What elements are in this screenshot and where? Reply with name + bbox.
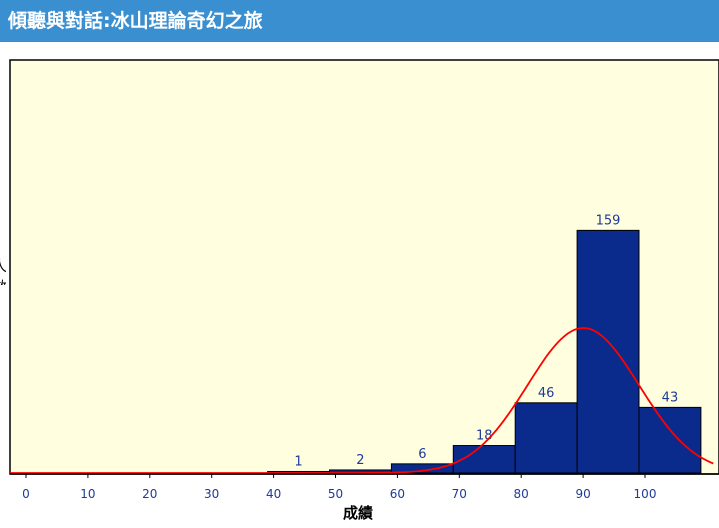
histogram-bar [638, 406, 702, 474]
bar-value-label: 46 [538, 386, 555, 401]
y-axis-label: 人數 [0, 255, 6, 285]
histogram-bar [576, 229, 640, 474]
x-tick-label: 0 [22, 487, 30, 501]
x-tick-label: 30 [204, 487, 219, 501]
x-tick-label: 50 [328, 487, 343, 501]
x-tick-label: 90 [575, 487, 590, 501]
histogram-bar [514, 402, 578, 474]
x-axis-label: 成績 [343, 504, 373, 522]
normal-distribution-curve [10, 327, 714, 474]
bar-value-label: 43 [662, 390, 679, 405]
bar-value-label: 6 [418, 447, 426, 462]
x-tick-label: 10 [80, 487, 95, 501]
bar-value-label: 1 [294, 454, 302, 469]
bar-value-label: 159 [596, 213, 621, 228]
x-tick-label: 70 [452, 487, 467, 501]
bar-value-label: 2 [356, 453, 364, 468]
x-tick-label: 60 [390, 487, 405, 501]
x-tick-label: 40 [266, 487, 281, 501]
page-title: 傾聽與對話:冰山理論奇幻之旅 [0, 0, 719, 42]
x-tick-label: 100 [634, 487, 657, 501]
x-tick-label: 20 [142, 487, 157, 501]
x-tick-label: 80 [514, 487, 529, 501]
